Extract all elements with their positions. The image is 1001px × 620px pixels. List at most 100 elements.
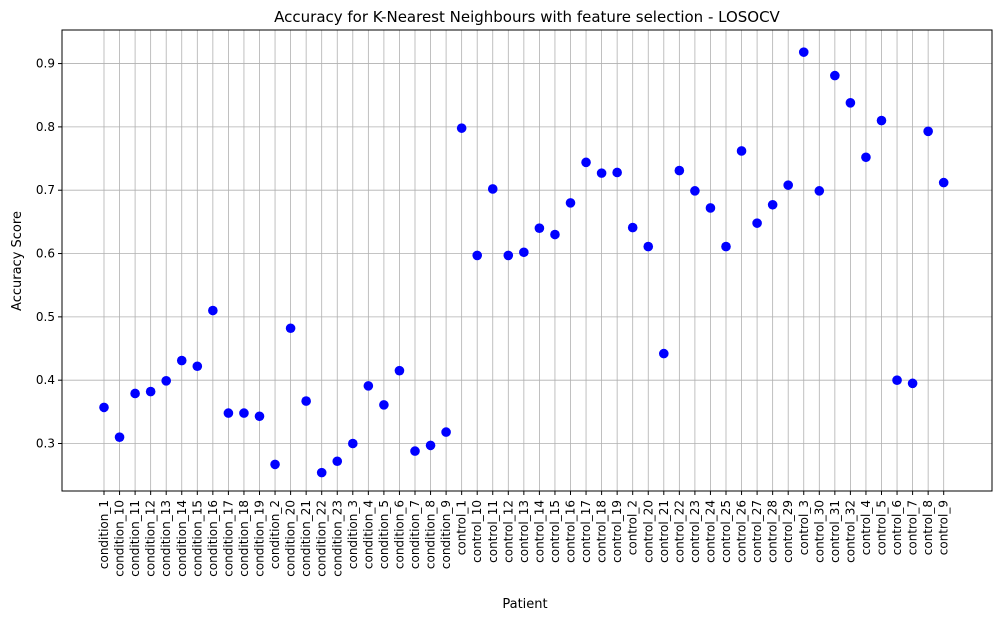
data-point — [410, 446, 420, 456]
x-tick-label: condition_3 — [346, 500, 360, 569]
data-point — [519, 247, 529, 258]
x-tick-label: condition_1 — [97, 500, 111, 569]
x-tick-label: control_24 — [703, 500, 717, 563]
data-point — [99, 402, 109, 413]
x-tick-label: condition_7 — [408, 500, 422, 569]
x-tick-label: condition_11 — [128, 500, 142, 577]
data-point — [923, 126, 933, 137]
data-point — [596, 168, 607, 178]
data-point — [798, 47, 809, 57]
x-tick-label: control_25 — [719, 500, 733, 563]
x-tick-label: control_1 — [455, 500, 469, 555]
x-tick-label: control_2 — [626, 500, 640, 555]
x-tick-label: condition_12 — [144, 500, 158, 577]
x-tick-label: condition_4 — [361, 500, 375, 569]
data-point — [814, 186, 825, 196]
data-point — [581, 157, 591, 168]
data-point — [472, 250, 483, 261]
x-tick-label: control_18 — [595, 500, 609, 563]
x-tick-label: condition_13 — [159, 500, 173, 577]
x-tick-label: condition_18 — [237, 500, 251, 577]
data-points — [99, 47, 949, 478]
x-tick-label: control_10 — [470, 500, 484, 563]
data-point — [270, 459, 280, 470]
data-point — [348, 438, 358, 449]
x-tick-label: control_8 — [921, 500, 935, 555]
x-tick-label: control_4 — [859, 500, 873, 555]
data-point — [223, 408, 234, 418]
x-tick-label: condition_19 — [253, 500, 267, 577]
data-point — [425, 440, 436, 451]
x-tick-label: control_31 — [828, 500, 842, 563]
x-tick-label: control_19 — [610, 500, 624, 563]
data-point — [659, 348, 669, 359]
x-tick-label: condition_5 — [377, 500, 391, 569]
data-point — [752, 218, 762, 228]
data-point — [316, 467, 327, 478]
data-point — [114, 432, 125, 442]
x-tick-label: condition_2 — [268, 500, 282, 569]
data-point — [690, 186, 700, 196]
x-tick-label: condition_10 — [113, 500, 127, 577]
data-point — [767, 199, 778, 210]
x-tick-label: condition_20 — [284, 500, 298, 577]
data-point — [861, 152, 871, 163]
x-tick-label: condition_22 — [315, 500, 329, 577]
data-point — [456, 123, 467, 133]
x-tick-label: control_5 — [875, 500, 889, 555]
data-point — [907, 378, 918, 389]
x-tick-label: control_28 — [766, 500, 780, 563]
data-point — [845, 98, 856, 108]
data-point — [503, 250, 514, 261]
data-point — [285, 323, 296, 334]
x-tick-label: condition_15 — [190, 500, 204, 577]
y-tick-label: 0.4 — [36, 373, 55, 387]
data-point — [208, 305, 218, 316]
x-tick-label: control_7 — [906, 500, 920, 555]
x-tick-label: control_6 — [890, 500, 904, 555]
data-point — [161, 376, 171, 386]
x-tick-label: condition_8 — [424, 500, 438, 569]
chart-title: Accuracy for K-Nearest Neighbours with f… — [274, 8, 780, 26]
x-tick-label: control_13 — [517, 500, 531, 563]
data-point — [721, 241, 731, 252]
data-point — [705, 203, 716, 213]
x-tick-label: condition_9 — [439, 500, 453, 569]
data-point — [301, 396, 311, 406]
x-tick-label: control_20 — [641, 500, 655, 563]
x-tick-label: control_11 — [486, 500, 500, 563]
x-tick-label: control_30 — [812, 500, 826, 563]
x-tick-label: control_15 — [548, 500, 562, 563]
x-tick-label: control_17 — [579, 500, 593, 563]
y-tick-label: 0.8 — [36, 120, 55, 134]
x-tick-label: condition_6 — [392, 500, 406, 569]
data-point — [876, 115, 887, 126]
y-tick-label: 0.5 — [36, 310, 55, 324]
x-tick-label: control_22 — [672, 500, 686, 563]
data-point — [830, 70, 840, 81]
data-point — [487, 184, 498, 194]
x-tick-label: control_9 — [937, 500, 951, 555]
data-point — [145, 386, 156, 397]
data-point — [176, 355, 187, 366]
data-point — [332, 456, 343, 467]
data-point — [565, 198, 576, 208]
x-tick-label: control_14 — [532, 500, 546, 563]
data-point — [783, 180, 793, 190]
x-tick-label: condition_23 — [330, 500, 344, 577]
x-tick-label: condition_14 — [175, 500, 189, 577]
x-tick-label: control_16 — [564, 500, 578, 563]
data-point — [736, 146, 747, 156]
data-point — [192, 361, 203, 372]
data-point — [550, 229, 560, 240]
x-tick-label: control_21 — [657, 500, 671, 563]
data-point — [239, 408, 249, 418]
data-point — [938, 177, 949, 188]
data-point — [130, 388, 140, 399]
x-tick-label: control_26 — [735, 500, 749, 563]
data-point — [612, 167, 622, 178]
data-point — [892, 375, 902, 385]
x-tick-label: condition_17 — [221, 500, 235, 577]
x-axis-label: Patient — [502, 597, 547, 612]
y-tick-label: 0.3 — [36, 437, 55, 451]
